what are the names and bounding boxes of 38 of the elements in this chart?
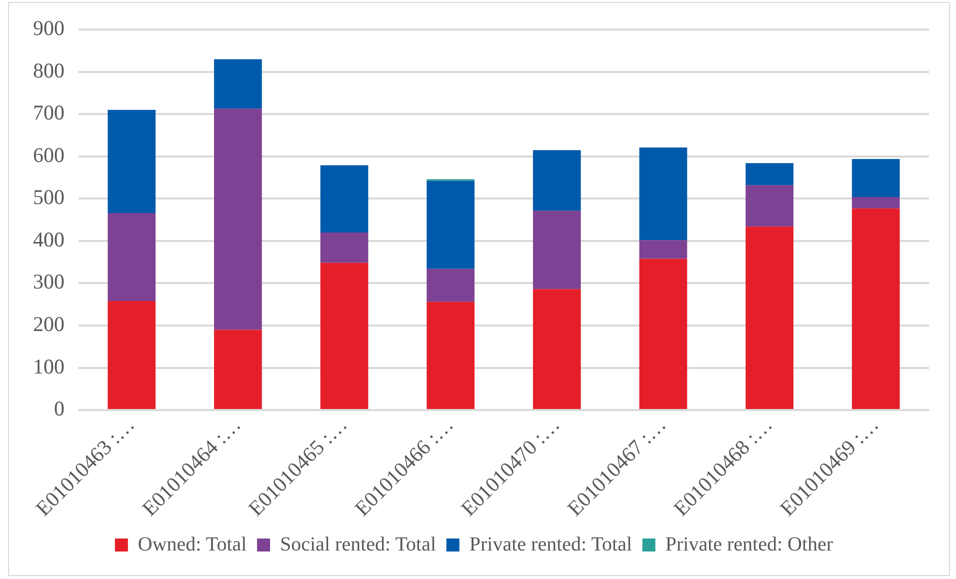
legend-label: Private rented: Total (469, 533, 632, 556)
legend-label: Social rented: Total (280, 533, 436, 556)
bar (320, 165, 368, 232)
bar (320, 232, 368, 263)
bar (639, 148, 688, 240)
bar (214, 330, 262, 410)
legend-label: Private rented: Other (665, 533, 834, 556)
legend-label: Owned: Total (138, 533, 248, 556)
bar (426, 268, 475, 302)
bar (320, 262, 368, 410)
y-tick-label: 0 (54, 396, 64, 421)
bar (426, 180, 475, 269)
bar (108, 213, 156, 301)
y-tick-label: 200 (33, 312, 64, 336)
y-tick-label: 800 (33, 58, 64, 82)
y-tick-label: 400 (33, 227, 64, 252)
bar (108, 110, 156, 214)
bar (639, 240, 688, 259)
bar (532, 210, 581, 290)
bar (746, 163, 794, 186)
y-tick-label: 100 (33, 354, 64, 378)
bar (852, 208, 900, 410)
bar (214, 108, 262, 330)
bar (532, 289, 581, 410)
y-tick-label: 300 (33, 270, 64, 294)
bar (639, 258, 688, 410)
y-tick-label: 700 (33, 100, 64, 125)
y-tick-label: 600 (33, 142, 64, 167)
y-tick-label: 500 (33, 185, 64, 210)
bar (214, 59, 262, 109)
bar (746, 185, 794, 227)
bar (852, 158, 900, 197)
bar (426, 302, 475, 410)
bar (746, 226, 794, 410)
bar (852, 196, 900, 208)
bar (532, 150, 581, 211)
y-tick-label: 900 (33, 16, 64, 40)
bar (108, 300, 156, 410)
